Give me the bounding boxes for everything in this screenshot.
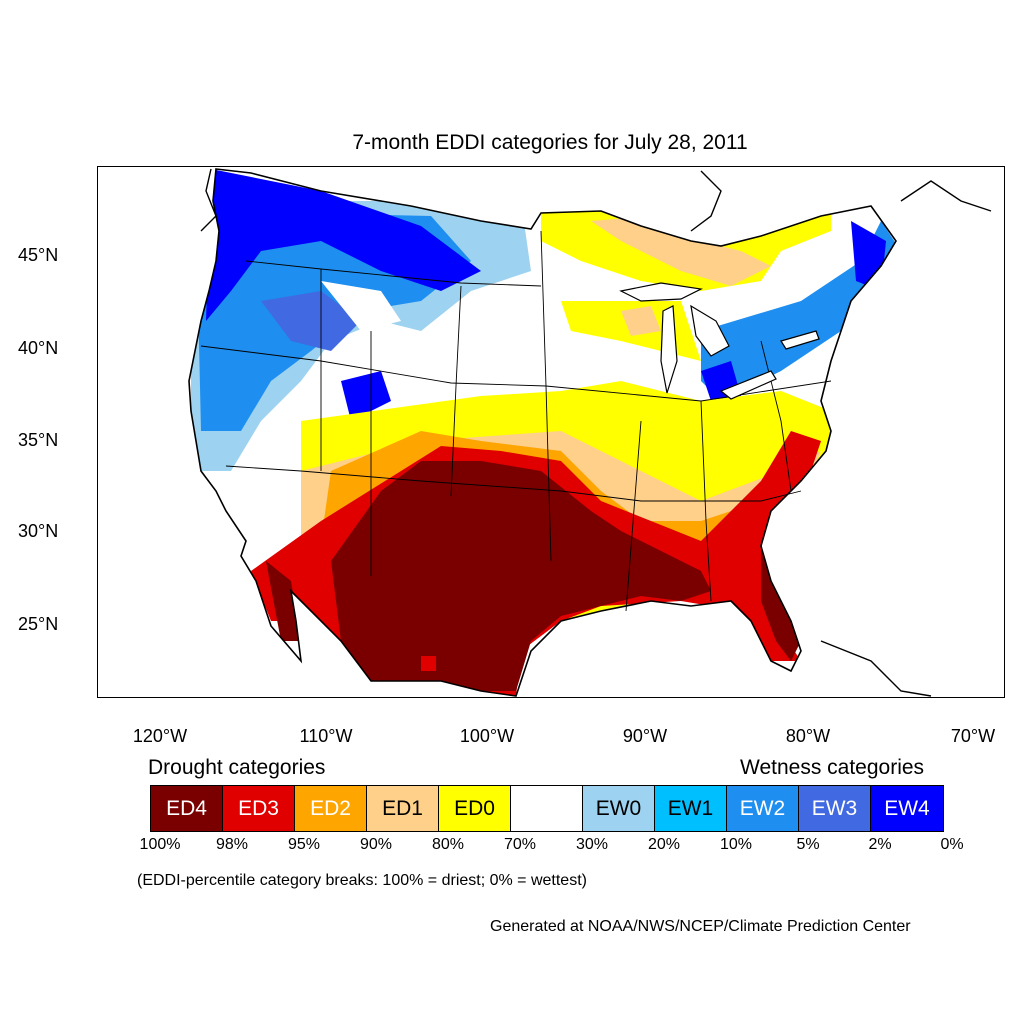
map-panel: [97, 166, 1005, 698]
break-label: 2%: [868, 836, 892, 853]
eddi-map: [188, 168, 992, 697]
lat-tick-30: 30°N: [18, 521, 59, 541]
break-label: 70%: [503, 836, 537, 853]
legend-box-ew2: EW2: [727, 786, 799, 831]
legend-box-ew4: EW4: [871, 786, 943, 831]
break-label: 30%: [575, 836, 609, 853]
break-label: 80%: [431, 836, 465, 853]
legend-box-ed0: ED0: [439, 786, 511, 831]
lat-tick-35: 35°N: [18, 430, 59, 450]
wetness-heading: Wetness categories: [740, 756, 925, 779]
map-title: 7-month EDDI categories for July 28, 201…: [352, 131, 748, 154]
legend-box-ew1: EW1: [655, 786, 727, 831]
category-legend: ED4 ED3 ED2 ED1 ED0 EW0 EW1 EW2 EW3 EW4: [150, 785, 944, 832]
lat-tick-45: 45°N: [18, 245, 59, 265]
break-label: 20%: [647, 836, 681, 853]
lon-tick-120w: 120°W: [132, 726, 188, 746]
lon-tick-70w: 70°W: [950, 726, 996, 746]
lat-tick-40: 40°N: [18, 338, 59, 358]
lon-tick-100w: 100°W: [459, 726, 515, 746]
break-label: 5%: [796, 836, 820, 853]
lat-tick-25: 25°N: [18, 614, 59, 634]
legend-box-neutral: [511, 786, 583, 831]
break-label: 0%: [940, 836, 964, 853]
break-label: 100%: [139, 836, 181, 853]
legend-box-ew0: EW0: [583, 786, 655, 831]
break-label: 10%: [719, 836, 753, 853]
lon-tick-80w: 80°W: [785, 726, 831, 746]
legend-box-ed4: ED4: [151, 786, 223, 831]
drought-heading: Drought categories: [148, 756, 326, 779]
legend-box-ew3: EW3: [799, 786, 871, 831]
break-label: 98%: [215, 836, 249, 853]
break-label: 95%: [287, 836, 321, 853]
legend-box-ed2: ED2: [295, 786, 367, 831]
break-label: 90%: [359, 836, 393, 853]
category-note: (EDDI-percentile category breaks: 100% =…: [137, 872, 587, 889]
lon-tick-110w: 110°W: [299, 726, 353, 746]
legend-box-ed3: ED3: [223, 786, 295, 831]
credit-text: Generated at NOAA/NWS/NCEP/Climate Predi…: [490, 918, 911, 935]
lon-tick-90w: 90°W: [622, 726, 668, 746]
legend-box-ed1: ED1: [367, 786, 439, 831]
